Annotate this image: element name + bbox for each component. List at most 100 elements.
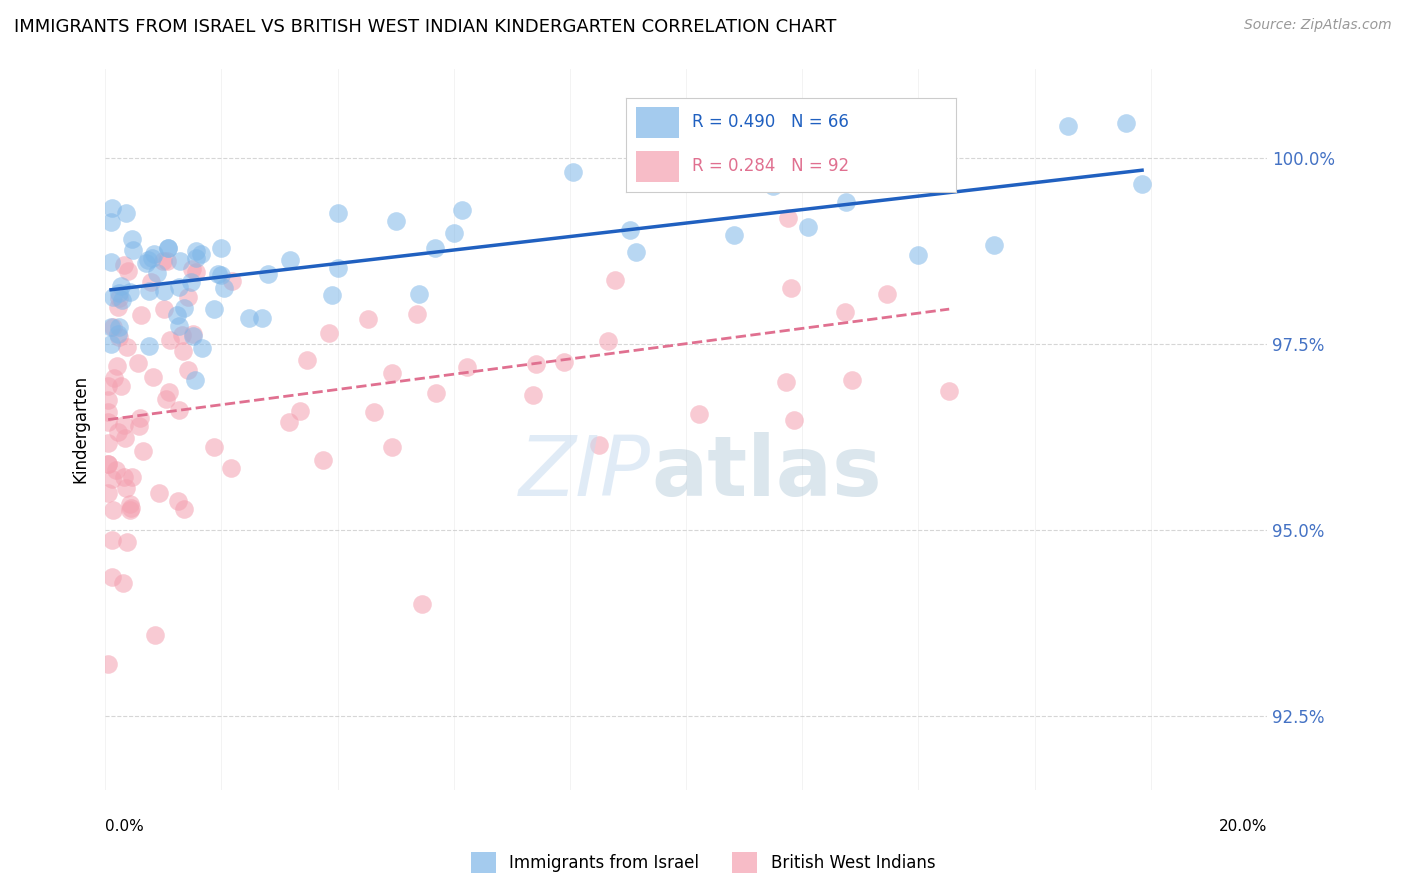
Point [207, 267, 229, 281]
Point [598, 334, 620, 348]
Point [129, 411, 152, 425]
Point [111, 293, 134, 308]
Point [238, 311, 260, 326]
Point [97, 415, 120, 429]
Point [127, 356, 149, 370]
Point [107, 300, 129, 314]
Point [115, 481, 138, 495]
Point [169, 403, 191, 417]
Point [561, 164, 583, 178]
Point [152, 253, 174, 268]
Point [101, 533, 124, 548]
Point [108, 319, 131, 334]
Point [108, 286, 131, 301]
Point [169, 253, 191, 268]
Point [118, 497, 141, 511]
Point [180, 275, 202, 289]
Point [97, 405, 120, 419]
Point [172, 343, 194, 358]
Point [688, 407, 710, 421]
Point [357, 312, 380, 326]
Point [138, 339, 160, 353]
Point [381, 366, 404, 380]
Point [117, 263, 139, 277]
Point [115, 206, 138, 220]
Y-axis label: Kindergarten: Kindergarten [72, 376, 89, 483]
Point [97, 435, 120, 450]
Point [184, 244, 207, 258]
Point [321, 288, 343, 302]
Point [411, 597, 433, 611]
Point [97, 392, 120, 407]
Text: IMMIGRANTS FROM ISRAEL VS BRITISH WEST INDIAN KINDERGARTEN CORRELATION CHART: IMMIGRANTS FROM ISRAEL VS BRITISH WEST I… [14, 18, 837, 36]
Point [112, 258, 135, 272]
Point [456, 360, 478, 375]
Point [135, 256, 157, 270]
Point [128, 419, 150, 434]
Point [101, 471, 124, 485]
Point [100, 569, 122, 583]
Point [762, 178, 785, 193]
Point [97, 457, 120, 471]
Point [184, 265, 207, 279]
Point [938, 384, 960, 398]
Point [121, 243, 143, 257]
Point [841, 373, 863, 387]
Point [139, 275, 162, 289]
Point [101, 290, 124, 304]
Point [100, 337, 122, 351]
Point [97, 657, 120, 672]
Point [907, 248, 929, 262]
Point [132, 443, 155, 458]
Point [100, 319, 122, 334]
Point [775, 375, 797, 389]
Point [381, 441, 404, 455]
FancyBboxPatch shape [636, 151, 679, 183]
Point [983, 238, 1005, 252]
Point [328, 261, 350, 276]
Point [112, 470, 135, 484]
Point [100, 254, 122, 268]
Point [782, 413, 804, 427]
Point [1130, 178, 1153, 192]
Point [112, 417, 135, 432]
Point [876, 287, 898, 301]
Point [159, 333, 181, 347]
Point [176, 290, 198, 304]
Point [129, 308, 152, 322]
Point [219, 461, 242, 475]
Point [146, 266, 169, 280]
Text: 0.0%: 0.0% [105, 819, 143, 834]
Point [209, 268, 232, 282]
Point [290, 404, 312, 418]
Point [796, 219, 818, 234]
Point [1115, 116, 1137, 130]
Point [1057, 120, 1080, 134]
Point [425, 241, 447, 255]
Point [118, 285, 141, 300]
Point [103, 371, 125, 385]
Point [385, 214, 408, 228]
Point [451, 202, 474, 217]
Point [142, 369, 165, 384]
Point [101, 502, 124, 516]
Point [115, 535, 138, 549]
Point [522, 387, 544, 401]
Point [152, 284, 174, 298]
Point [221, 274, 243, 288]
Point [835, 194, 858, 209]
Point [257, 267, 280, 281]
Point [159, 385, 181, 400]
Point [107, 291, 129, 305]
Point [295, 353, 318, 368]
Point [181, 329, 204, 343]
Point [114, 431, 136, 445]
Point [138, 284, 160, 298]
Point [742, 113, 765, 128]
Point [278, 252, 301, 267]
Text: R = 0.490   N = 66: R = 0.490 N = 66 [692, 113, 849, 131]
Point [166, 308, 188, 322]
Point [723, 227, 745, 242]
Point [184, 373, 207, 387]
Point [105, 359, 128, 373]
